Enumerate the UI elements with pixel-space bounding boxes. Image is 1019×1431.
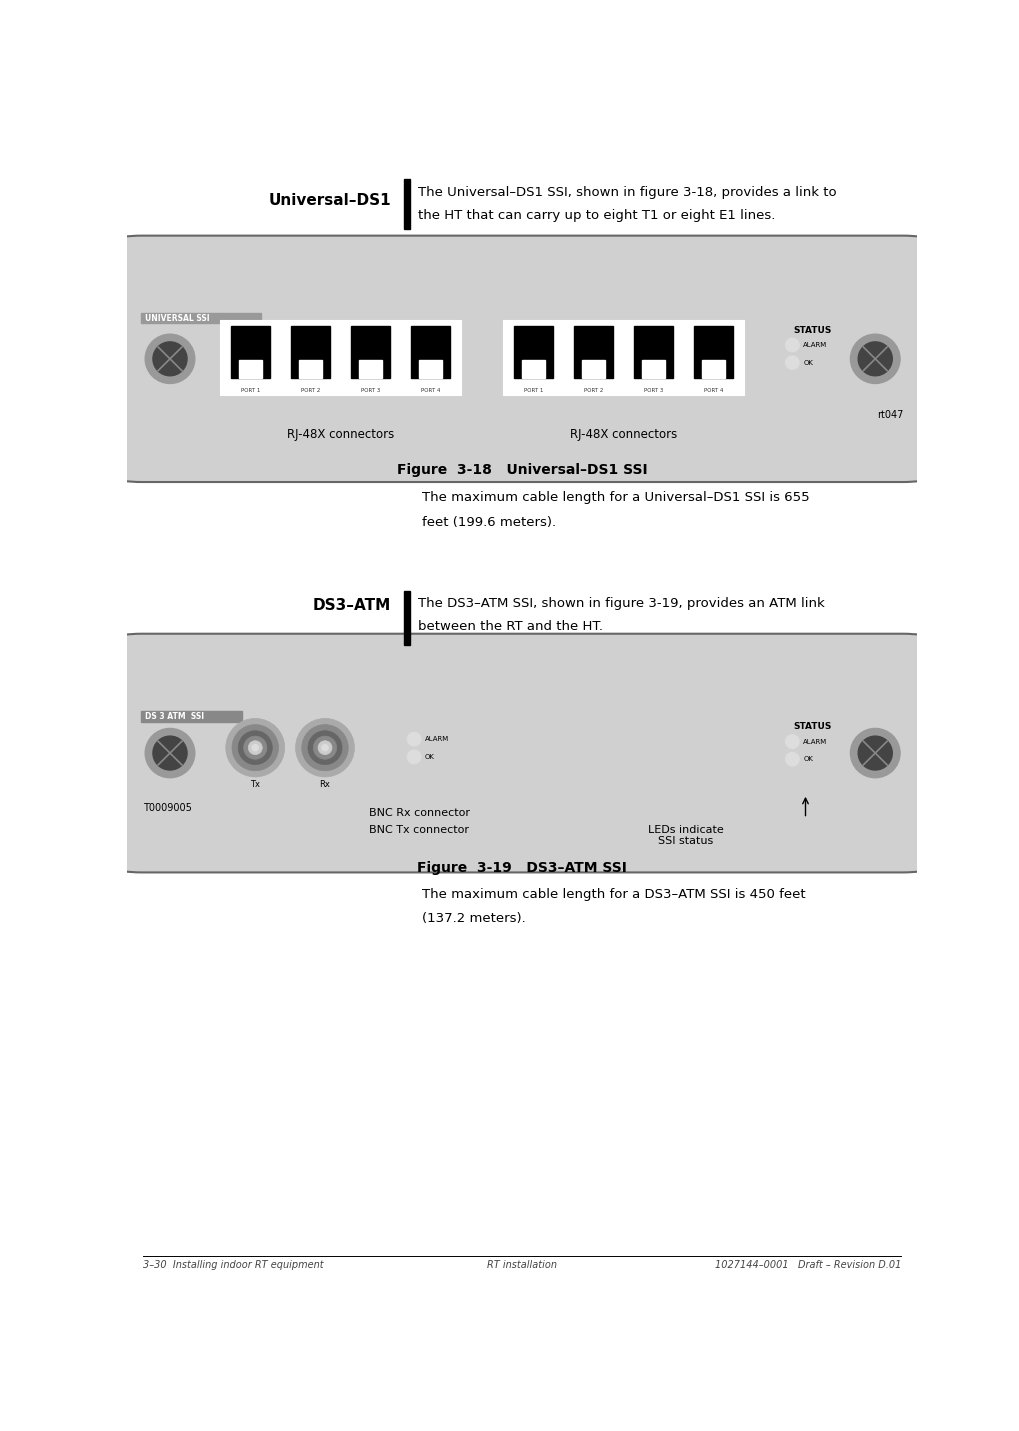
Bar [231,326,270,378]
Circle shape [244,736,267,760]
Bar [514,326,552,378]
Circle shape [851,335,900,384]
Text: STATUS: STATUS [794,723,833,731]
Text: LEDs indicate
SSI status: LEDs indicate SSI status [767,235,844,256]
Bar [291,326,330,378]
Text: ALARM: ALARM [803,342,827,348]
Circle shape [322,744,328,751]
Bar [238,361,262,378]
Text: 1027144–0001   Draft – Revision D.01: 1027144–0001 Draft – Revision D.01 [715,1261,902,1271]
Bar [702,361,726,378]
Text: PORT 3: PORT 3 [644,388,663,392]
Text: The DS3–ATM SSI, shown in figure 3-19, provides an ATM link: The DS3–ATM SSI, shown in figure 3-19, p… [418,597,824,610]
Circle shape [153,342,187,376]
Text: Rx: Rx [320,780,330,788]
Bar [522,361,545,378]
Text: DS3–ATM: DS3–ATM [313,598,391,612]
Text: PORT 1: PORT 1 [524,388,543,392]
Bar [503,319,744,395]
Circle shape [232,724,278,771]
Circle shape [858,342,893,376]
Text: Tx: Tx [251,780,260,788]
Bar [411,326,450,378]
Circle shape [851,728,900,777]
Text: PORT 4: PORT 4 [704,388,723,392]
Circle shape [786,734,799,748]
Bar [642,361,665,378]
Text: The Universal–DS1 SSI, shown in figure 3-18, provides a link to: The Universal–DS1 SSI, shown in figure 3… [418,186,837,199]
Circle shape [249,741,262,754]
Text: T0009005: T0009005 [143,803,192,813]
Text: RJ-48X connectors: RJ-48X connectors [287,428,394,441]
Text: OK: OK [803,359,813,366]
FancyBboxPatch shape [64,236,980,482]
Circle shape [786,356,799,369]
Bar [405,179,411,229]
Bar [142,312,262,323]
Circle shape [145,728,195,777]
Text: OK: OK [425,754,435,760]
Bar [694,326,733,378]
Circle shape [153,736,187,770]
Text: PORT 2: PORT 2 [301,388,320,392]
Text: (137.2 meters).: (137.2 meters). [422,913,526,926]
Circle shape [226,718,284,777]
Text: rt047: rt047 [876,411,903,421]
Text: ALARM: ALARM [803,738,827,744]
Bar [574,326,612,378]
Text: UNIVERSAL SSI: UNIVERSAL SSI [145,313,210,322]
Circle shape [318,741,332,754]
Text: 3–30  Installing indoor RT equipment: 3–30 Installing indoor RT equipment [143,1261,323,1271]
Bar [359,361,382,378]
Text: Universal–DS1: Universal–DS1 [268,193,391,209]
Circle shape [408,733,421,746]
Text: PORT 3: PORT 3 [361,388,380,392]
Circle shape [858,736,893,770]
Circle shape [145,335,195,384]
Bar [220,319,461,395]
Text: DS 3 ATM  SSI: DS 3 ATM SSI [145,711,205,721]
Circle shape [786,753,799,766]
Text: RT installation: RT installation [487,1261,556,1271]
Text: PORT 2: PORT 2 [584,388,603,392]
Text: The maximum cable length for a Universal–DS1 SSI is 655: The maximum cable length for a Universal… [422,491,809,504]
Circle shape [296,718,355,777]
Text: Figure  3-19   DS3–ATM SSI: Figure 3-19 DS3–ATM SSI [417,861,627,874]
Text: ALARM: ALARM [425,736,449,743]
Text: RJ-48X connectors: RJ-48X connectors [570,428,677,441]
Text: feet (199.6 meters).: feet (199.6 meters). [422,517,556,529]
Text: Figure  3-18   Universal–DS1 SSI: Figure 3-18 Universal–DS1 SSI [396,462,647,477]
Text: OK: OK [803,756,813,763]
Bar [299,361,322,378]
Text: STATUS: STATUS [794,326,833,335]
Text: PORT 1: PORT 1 [240,388,260,392]
Bar [582,361,605,378]
Text: PORT 4: PORT 4 [421,388,440,392]
Text: LEDs indicate status of each link: LEDs indicate status of each link [254,661,435,671]
Text: BNC Rx connector: BNC Rx connector [369,809,470,819]
Bar [405,591,411,645]
Bar [419,361,442,378]
Bar [634,326,673,378]
Text: LEDs indicate
SSI status: LEDs indicate SSI status [647,824,723,846]
Circle shape [238,731,272,764]
Circle shape [786,338,799,352]
Text: BNC Tx connector: BNC Tx connector [369,826,469,836]
Circle shape [308,731,342,764]
Circle shape [314,736,336,760]
Bar [351,326,390,378]
Circle shape [302,724,348,771]
Text: The maximum cable length for a DS3–ATM SSI is 450 feet: The maximum cable length for a DS3–ATM S… [422,887,805,902]
Text: the HT that can carry up to eight T1 or eight E1 lines.: the HT that can carry up to eight T1 or … [418,209,775,222]
FancyBboxPatch shape [64,634,980,873]
Text: between the RT and the HT.: between the RT and the HT. [418,620,603,633]
Bar [142,711,243,723]
Circle shape [408,750,421,764]
Circle shape [252,744,259,751]
